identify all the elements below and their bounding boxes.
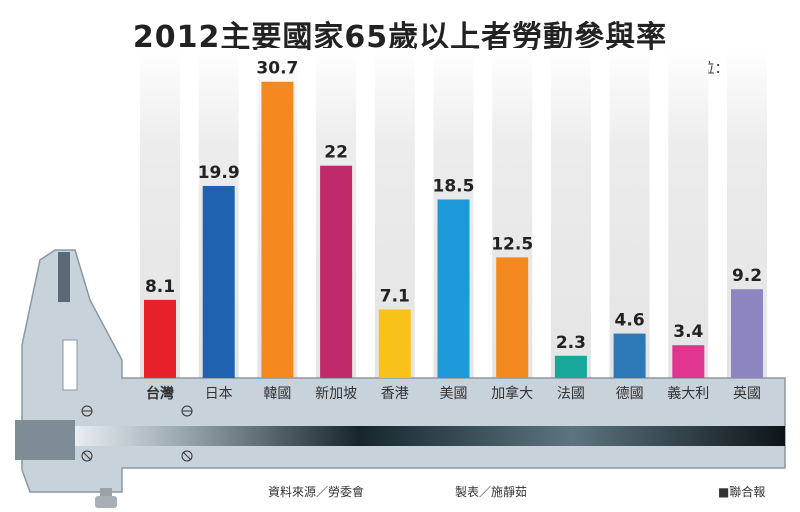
bar-加拿大 <box>496 257 529 378</box>
caliper-illustration <box>15 249 786 508</box>
value-label: 4.6 <box>615 311 645 331</box>
column-background <box>550 48 591 378</box>
value-label: 30.7 <box>256 59 298 79</box>
value-label: 9.2 <box>732 266 762 286</box>
category-label: 台灣 <box>146 385 174 402</box>
category-label: 新加坡 <box>315 386 357 402</box>
column-background <box>668 48 709 378</box>
bar-法國 <box>554 355 587 378</box>
bar-德國 <box>613 333 646 378</box>
bar-日本 <box>202 185 235 378</box>
publisher-note: ■聯合報 <box>718 485 766 499</box>
bar-韓國 <box>261 81 294 379</box>
value-label: 22 <box>324 143 348 163</box>
bar-新加坡 <box>320 165 353 378</box>
maker-note: 製表／施靜茹 <box>455 485 528 499</box>
category-label: 加拿大 <box>491 385 533 402</box>
category-label: 義大利 <box>667 385 709 402</box>
category-label: 德國 <box>616 386 644 402</box>
value-label: 7.1 <box>380 286 410 306</box>
value-label: 8.1 <box>145 277 175 297</box>
bar-英國 <box>731 289 763 378</box>
category-label: 韓國 <box>263 386 291 402</box>
value-label: 12.5 <box>491 234 533 254</box>
column-background <box>609 48 650 378</box>
category-label: 日本 <box>205 386 233 402</box>
value-label: 19.9 <box>198 163 240 183</box>
bar-香港 <box>378 309 411 378</box>
category-label: 英國 <box>733 385 761 402</box>
value-label: 18.5 <box>433 176 475 196</box>
bar-義大利 <box>672 345 705 378</box>
value-label: 3.4 <box>673 322 703 342</box>
category-label: 香港 <box>381 386 409 402</box>
bar-台灣 <box>144 299 176 378</box>
source-note: 資料來源／勞委會 <box>268 485 365 499</box>
bar-美國 <box>437 199 470 378</box>
value-label: 2.3 <box>556 333 586 353</box>
category-label: 法國 <box>557 386 585 402</box>
category-label: 美國 <box>440 386 468 402</box>
